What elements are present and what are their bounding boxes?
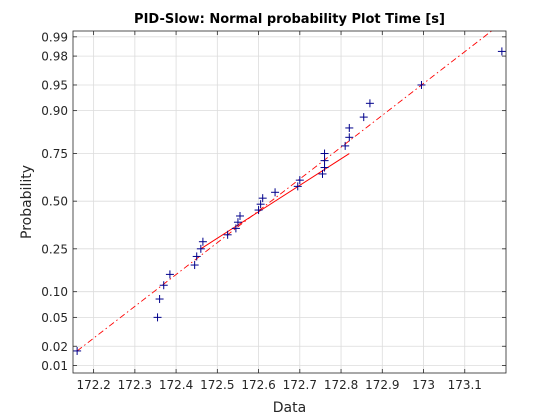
x-tick-label: 172.5 (200, 378, 234, 392)
data-point (341, 141, 350, 150)
data-point (223, 230, 232, 239)
y-tick-label: 0.01 (41, 359, 68, 373)
y-tick-label: 0.50 (41, 195, 68, 209)
data-point (196, 244, 205, 253)
x-tick-label: 172.4 (159, 378, 193, 392)
data-point (318, 169, 327, 178)
data-point (417, 80, 426, 89)
y-tick-label: 0.10 (41, 285, 68, 299)
data-point (258, 194, 267, 203)
data-point (497, 47, 506, 56)
data-point (73, 346, 82, 355)
chart-title: PID-Slow: Normal probability Plot Time [… (134, 12, 445, 27)
plot-area (73, 31, 506, 373)
y-axis: 0.01 0.02 0.05 0.10 0.25 0.50 0.75 0.90 0.95 0.98… (41, 30, 506, 373)
grid (73, 31, 506, 373)
data-point (320, 163, 329, 172)
data-point (345, 133, 354, 142)
x-tick-label: 173.1 (448, 378, 482, 392)
data-point (165, 270, 174, 279)
data-point (345, 123, 354, 132)
x-tick-label: 172.9 (365, 378, 399, 392)
data-point (256, 200, 265, 209)
y-tick-label: 0.75 (41, 147, 68, 161)
y-tick-label: 0.05 (41, 311, 68, 325)
x-tick-label: 172.3 (118, 378, 152, 392)
data-point (236, 211, 245, 220)
y-tick-label: 0.99 (41, 30, 68, 44)
x-tick-label: 172.7 (283, 378, 317, 392)
reference-line-dashed (76, 30, 492, 352)
x-tick-label: 172.6 (241, 378, 275, 392)
y-tick-label: 0.02 (41, 340, 68, 354)
data-point (159, 281, 168, 290)
y-axis-label: Probability (19, 165, 35, 239)
y-tick-label: 0.95 (41, 78, 68, 92)
data-point (295, 176, 304, 185)
data-point (155, 295, 164, 304)
data-point (271, 188, 280, 197)
y-tick-label: 0.90 (41, 104, 68, 118)
data-point (153, 313, 162, 322)
x-tick-label: 173 (412, 378, 435, 392)
data-point (293, 182, 302, 191)
y-tick-label: 0.25 (41, 242, 68, 256)
data-point (320, 149, 329, 158)
x-tick-label: 172.8 (324, 378, 358, 392)
data-point (359, 113, 368, 122)
axes-box (72, 30, 507, 374)
x-tick-label: 172.2 (76, 378, 110, 392)
x-axis: 172.2 172.3 172.4 172.5 172.6 172.7 172.8 172.9… (76, 31, 482, 392)
data-point (320, 156, 329, 165)
data-point (233, 218, 242, 227)
data-point (231, 224, 240, 233)
data-point (365, 99, 374, 108)
x-axis-label: Data (273, 400, 306, 416)
data-point (198, 237, 207, 246)
data-point (192, 252, 201, 261)
data-point (190, 261, 199, 270)
data-points (73, 47, 506, 355)
y-tick-label: 0.98 (41, 50, 68, 64)
data-point (254, 206, 263, 215)
